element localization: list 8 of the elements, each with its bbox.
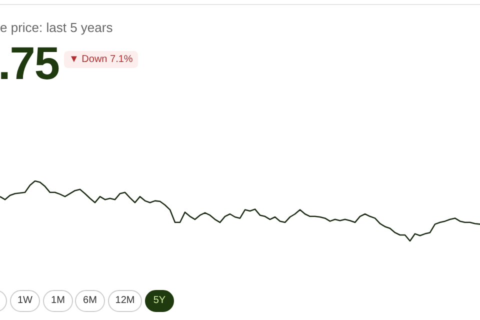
text: ▼ Down 7.1% [64,51,138,68]
text: .75 [0,36,59,90]
text: 6M [75,290,105,312]
chart-title: e price: last 5 years [0,20,113,35]
text: 12M [108,290,142,312]
text: 5Y [145,290,174,312]
text: 1M [43,290,73,312]
text: 1W [10,290,40,312]
